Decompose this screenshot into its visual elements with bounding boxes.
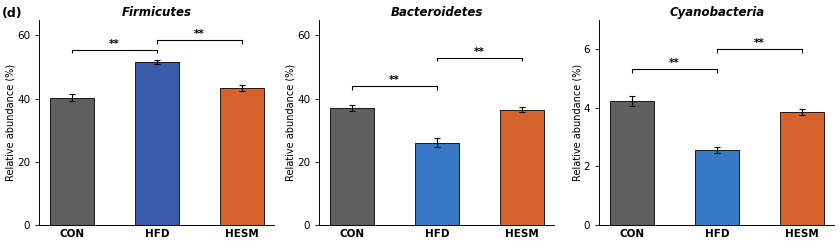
Text: **: ** [389,75,400,85]
Text: **: ** [109,39,119,49]
Text: **: ** [669,59,680,68]
Title: Bacteroidetes: Bacteroidetes [391,6,483,19]
Bar [50,98,94,225]
Text: (d): (d) [2,7,23,20]
Bar [695,150,739,225]
Y-axis label: Relative abundance (%): Relative abundance (%) [286,64,296,181]
Bar [610,101,654,225]
Y-axis label: Relative abundance (%): Relative abundance (%) [6,64,16,181]
Text: **: ** [194,29,205,39]
Bar [780,112,824,225]
Bar [134,62,179,225]
Title: Cyanobacteria: Cyanobacteria [669,6,764,19]
Bar [415,143,459,225]
Bar [500,110,543,225]
Title: Firmicutes: Firmicutes [122,6,192,19]
Bar [330,108,374,225]
Text: **: ** [474,47,485,57]
Y-axis label: Relative abundance (%): Relative abundance (%) [572,64,582,181]
Bar [219,88,264,225]
Text: **: ** [753,38,764,48]
